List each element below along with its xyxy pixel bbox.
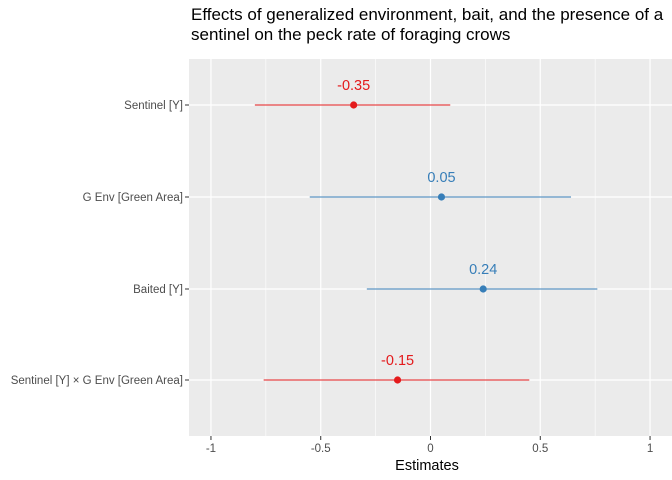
x-tick-label: 0 [427,443,433,455]
x-tick-label: -0.5 [311,443,331,455]
estimate-label: 0.05 [427,170,455,186]
estimate-label: -0.35 [337,78,370,94]
x-tick-label: 0.5 [532,443,548,455]
estimate-label: 0.24 [469,262,497,278]
x-axis-ticks: -1 -0.5 0 0.5 1 [206,436,653,455]
estimate-point [350,101,358,109]
y-tick-label: G Env [Green Area] [83,192,183,204]
estimate-point [437,193,446,201]
y-tick-label: Sentinel [Y] [124,100,183,112]
estimate-series: -0.35 0.05 0.24 -0.15 [254,78,598,384]
y-tick-label: Sentinel [Y] × G Env [Green Area] [11,375,183,387]
x-tick-label: -1 [206,443,216,455]
x-tick-label: 1 [647,443,653,455]
x-axis-label: Estimates [395,458,459,474]
grid-minor [265,59,596,436]
chart-title: Effects of generalized environment, bait… [191,5,664,44]
estimate-point [479,285,487,293]
estimate-label: -0.15 [381,353,414,369]
y-tick-label: Baited [Y] [133,284,183,296]
y-axis-ticks: Sentinel [Y] G Env [Green Area] Baited [Y]… [11,100,189,387]
estimate-point [393,376,402,384]
